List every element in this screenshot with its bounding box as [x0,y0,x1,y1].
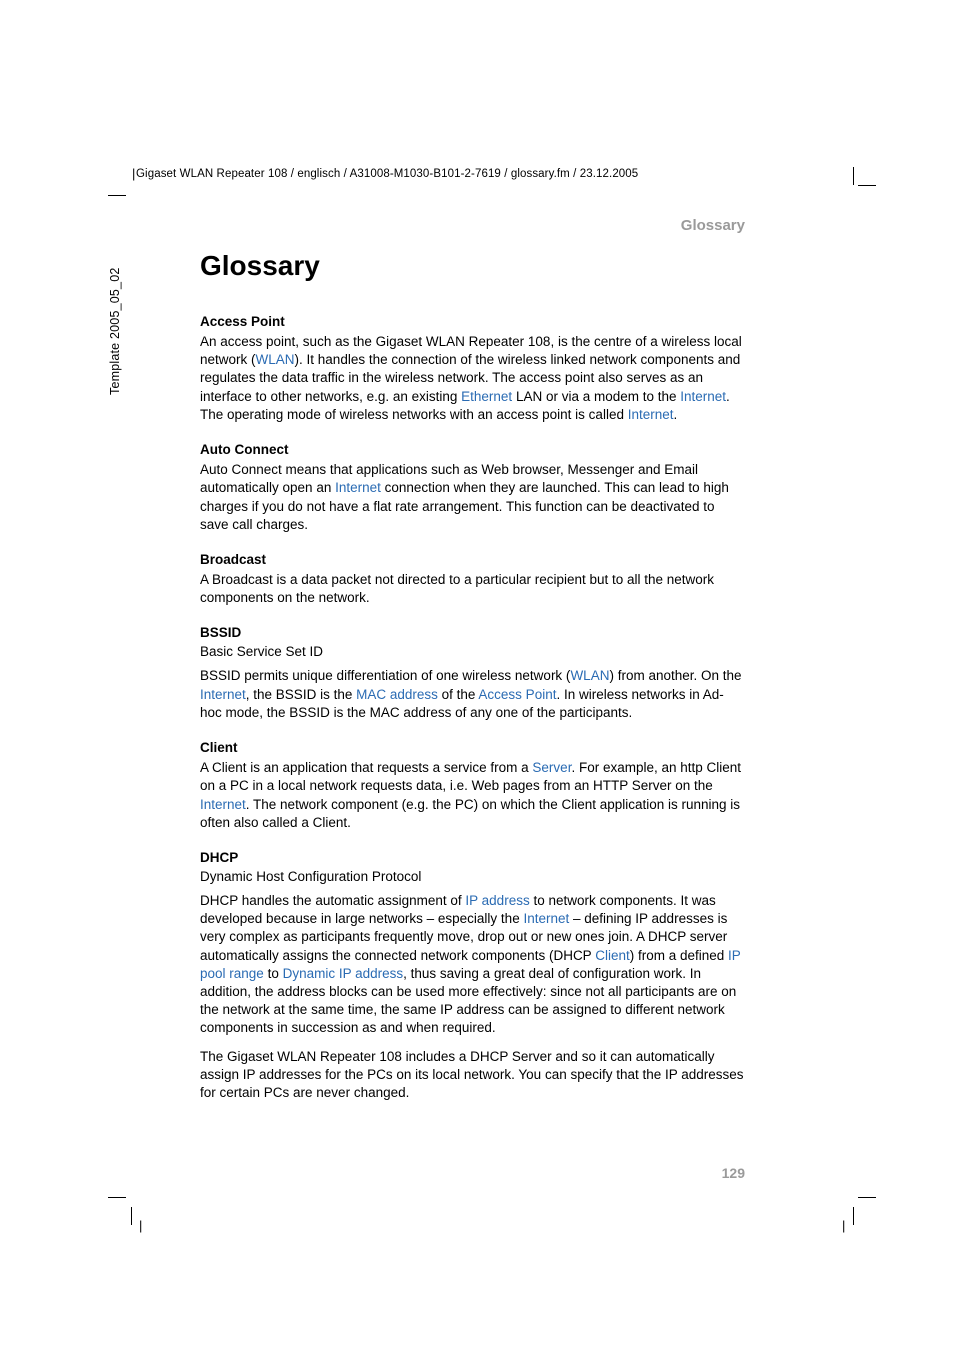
body-broadcast: A Broadcast is a data packet not directe… [200,571,745,607]
text-span: . [674,407,678,422]
crop-mark-ul-h [108,195,126,196]
subterm-dhcp: Dynamic Host Configuration Protocol [200,869,745,884]
body-access-point: An access point, such as the Gigaset WLA… [200,333,745,424]
text-span: A Client is an application that requests… [200,760,532,775]
link-internet[interactable]: Internet [335,480,381,495]
link-internet[interactable]: Internet [200,797,246,812]
body-dhcp-2: The Gigaset WLAN Repeater 108 includes a… [200,1048,745,1103]
text-span: . The network component (e.g. the PC) on… [200,797,740,830]
text-span: , the BSSID is the [246,687,356,702]
term-broadcast: Broadcast [200,552,745,567]
link-access-point[interactable]: Access Point [478,687,556,702]
link-internet[interactable]: Internet [680,389,726,404]
term-access-point: Access Point [200,314,745,329]
link-mac-address[interactable]: MAC address [356,687,438,702]
page-title: Glossary [200,250,745,282]
subterm-bssid: Basic Service Set ID [200,644,745,659]
crop-mark-br-h [858,1197,876,1198]
crop-pipe-bottom-left: | [139,1218,142,1233]
text-span: to [264,966,283,981]
crop-mark-tr-h [858,185,876,186]
crop-pipe-top-left: | [132,166,135,181]
link-server[interactable]: Server [532,760,571,775]
crop-mark-bl-h [108,1197,126,1198]
text-span: DHCP handles the automatic assignment of [200,893,465,908]
page-content: Glossary Access Point An access point, s… [200,165,745,1112]
link-dynamic-ip-address[interactable]: Dynamic IP address [283,966,404,981]
crop-mark-br-v [853,1207,854,1225]
link-internet[interactable]: Internet [628,407,674,422]
text-span: ) from a defined [630,948,728,963]
template-side-label: Template 2005_05_02 [108,267,122,395]
link-internet[interactable]: Internet [200,687,246,702]
crop-mark-bl-v [131,1207,132,1225]
term-auto-connect: Auto Connect [200,442,745,457]
link-internet[interactable]: Internet [523,911,569,926]
body-bssid: BSSID permits unique differentiation of … [200,667,745,722]
text-span: ) from another. On the [609,668,741,683]
crop-pipe-bottom-right: | [842,1218,845,1233]
link-wlan[interactable]: WLAN [256,352,295,367]
term-dhcp: DHCP [200,850,745,865]
page-number: 129 [200,1165,745,1181]
term-client: Client [200,740,745,755]
link-ip-address[interactable]: IP address [465,893,529,908]
body-auto-connect: Auto Connect means that applications suc… [200,461,745,534]
link-client[interactable]: Client [595,948,630,963]
term-bssid: BSSID [200,625,745,640]
crop-mark-tr-v [853,167,854,185]
text-span: of the [438,687,479,702]
text-span: BSSID permits unique differentiation of … [200,668,570,683]
link-ethernet[interactable]: Ethernet [461,389,512,404]
link-wlan[interactable]: WLAN [570,668,609,683]
body-dhcp-1: DHCP handles the automatic assignment of… [200,892,745,1038]
text-span: LAN or via a modem to the [512,389,680,404]
body-client: A Client is an application that requests… [200,759,745,832]
